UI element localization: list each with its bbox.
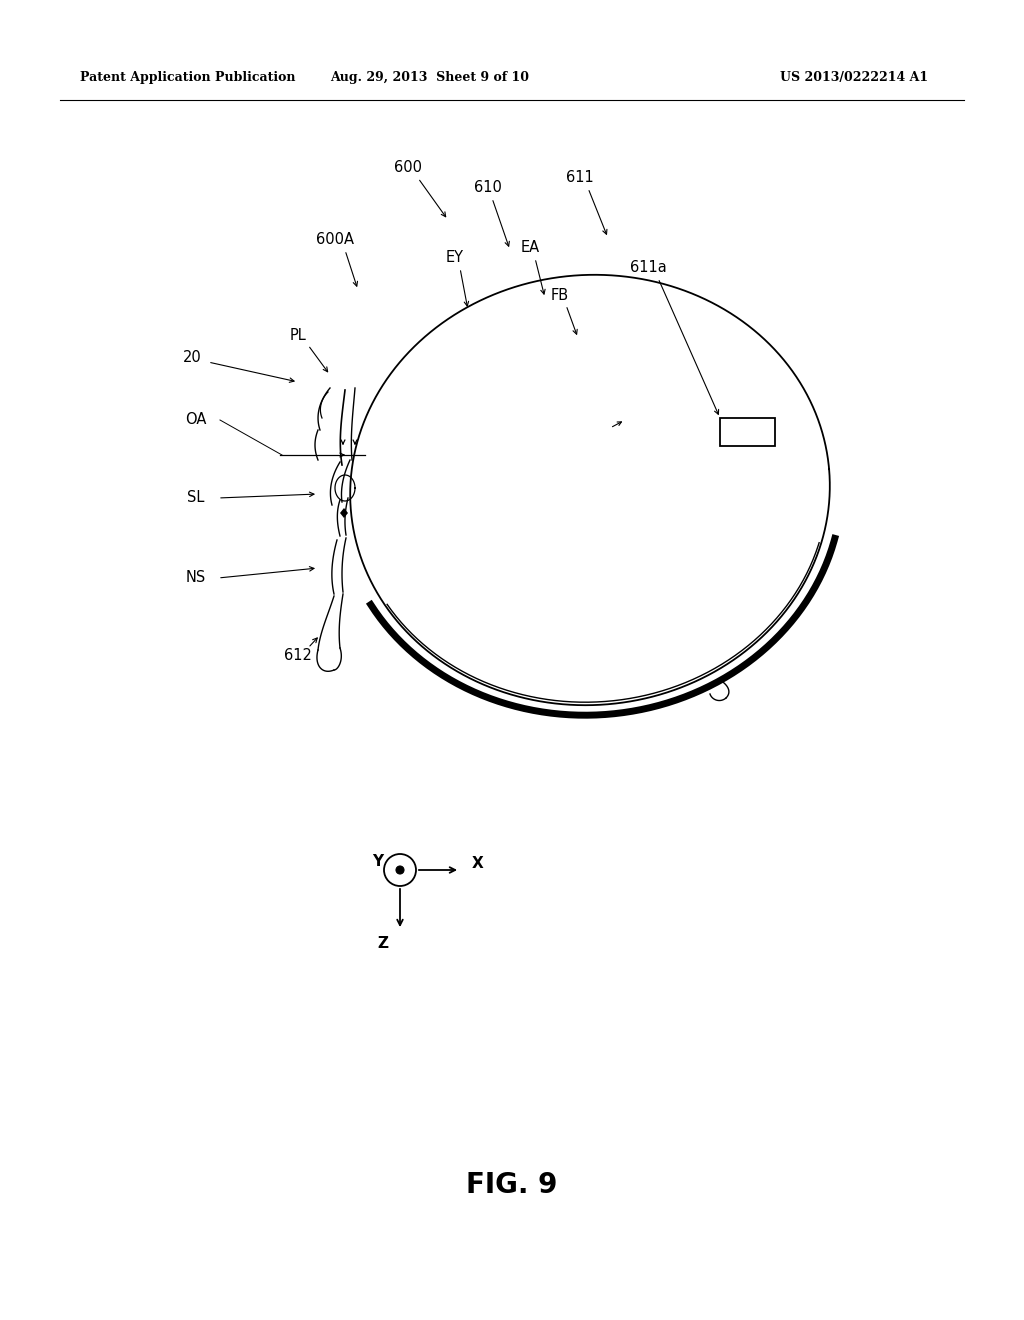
Text: 612: 612: [284, 648, 312, 663]
Bar: [720, 418, 775, 446]
Text: PL: PL: [290, 327, 306, 342]
Text: 611: 611: [566, 170, 594, 186]
Text: Y: Y: [373, 854, 384, 870]
Text: 611a: 611a: [630, 260, 667, 276]
Text: FB: FB: [551, 288, 569, 302]
Text: EA: EA: [520, 240, 540, 256]
Text: 610: 610: [474, 181, 502, 195]
Text: X: X: [472, 857, 483, 871]
Text: OA: OA: [185, 412, 207, 428]
Text: Patent Application Publication: Patent Application Publication: [80, 71, 296, 84]
Text: Aug. 29, 2013  Sheet 9 of 10: Aug. 29, 2013 Sheet 9 of 10: [331, 71, 529, 84]
Circle shape: [396, 866, 404, 874]
Text: 600: 600: [394, 161, 422, 176]
Text: NS: NS: [186, 570, 206, 586]
Polygon shape: [340, 508, 348, 517]
Text: Z: Z: [377, 936, 388, 952]
Text: SL: SL: [187, 491, 205, 506]
Text: FIG. 9: FIG. 9: [466, 1171, 558, 1199]
Text: 20: 20: [182, 351, 202, 366]
Text: EY: EY: [446, 251, 464, 265]
Circle shape: [384, 854, 416, 886]
Text: US 2013/0222214 A1: US 2013/0222214 A1: [780, 71, 928, 84]
Text: 600A: 600A: [316, 232, 354, 248]
